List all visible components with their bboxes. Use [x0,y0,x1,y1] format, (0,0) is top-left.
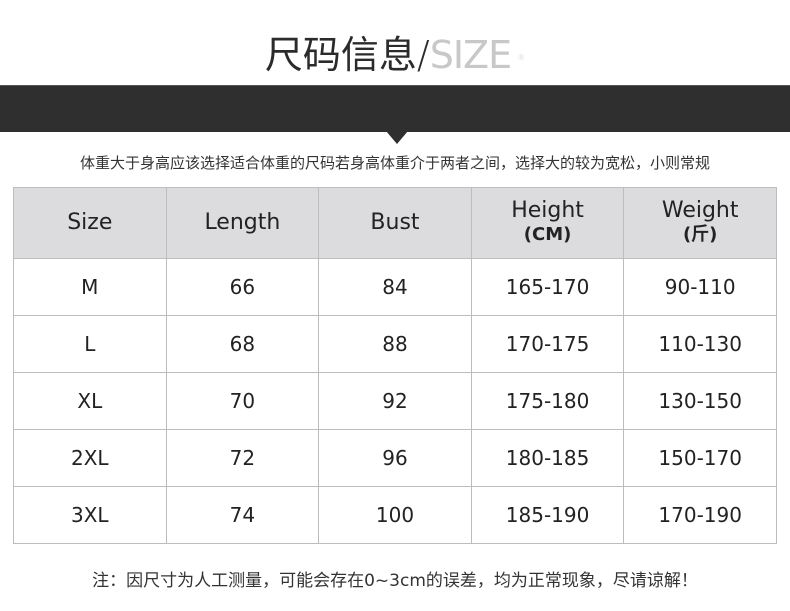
column-header-label: Height [511,198,584,223]
page-title: 尺码信息/SIZE ® [0,30,790,83]
table-cell: M [13,258,167,316]
table-cell: 92 [318,372,472,430]
registered-mark-icon: ® [517,52,526,62]
header-band [0,85,790,132]
table-cell: 74 [165,486,320,544]
measurement-note: 注：因尺寸为人工测量，可能会存在0~3cm的误差，均为正常现象，尽请谅解！ [92,571,698,591]
column-header-weight: Weight (斤) [623,187,777,259]
table-cell: 130-150 [623,372,777,430]
size-advice-text: 体重大于身高应该选择适合体重的尺码若身高体重介于两者之间，选择大的较为宽松，小则… [79,154,710,172]
title-chinese: 尺码信息 [264,33,417,77]
table-header-row: Size Length Bust Height (CM) Weight (斤) [13,187,777,259]
triangle-pointer-icon [386,131,408,144]
column-header-unit: (斤) [682,224,718,245]
table-cell: 68 [165,315,320,373]
column-header-label: Size [67,210,113,235]
table-cell: 70 [165,372,320,430]
column-header-bust: Bust [318,187,472,259]
column-header-size: Size [13,187,167,259]
column-header-label: Weight [661,198,739,223]
column-header-label: Bust [370,210,420,235]
title-english: SIZE [429,33,512,77]
size-table: Size Length Bust Height (CM) Weight (斤) M 66 84 1… [13,187,777,544]
table-cell: 84 [318,258,472,316]
table-cell: 180-185 [470,429,625,487]
table-cell: 150-170 [623,429,777,487]
table-cell: 170-190 [623,486,777,544]
table-row: XL 70 92 175-180 130-150 [13,372,777,430]
table-cell: 175-180 [470,372,625,430]
table-cell: 88 [318,315,472,373]
table-cell: 72 [165,429,320,487]
table-cell: 165-170 [470,258,625,316]
column-header-unit: (CM) [523,224,572,245]
table-cell: 185-190 [470,486,625,544]
table-cell: 90-110 [623,258,777,316]
table-cell: L [13,315,167,373]
table-row: M 66 84 165-170 90-110 [13,258,777,316]
column-header-length: Length [165,187,320,259]
table-cell: 170-175 [470,315,625,373]
column-header-height: Height (CM) [470,187,625,259]
title-slash: / [416,33,430,77]
table-row: L 68 88 170-175 110-130 [13,315,777,373]
table-cell: 66 [165,258,320,316]
table-row: 3XL 74 100 185-190 170-190 [13,486,777,544]
table-cell: 3XL [13,486,167,544]
table-cell: 110-130 [623,315,777,373]
column-header-label: Length [204,210,281,235]
table-cell: 2XL [13,429,167,487]
table-cell: 96 [318,429,472,487]
table-cell: XL [13,372,167,430]
table-cell: 100 [318,486,472,544]
table-row: 2XL 72 96 180-185 150-170 [13,429,777,487]
